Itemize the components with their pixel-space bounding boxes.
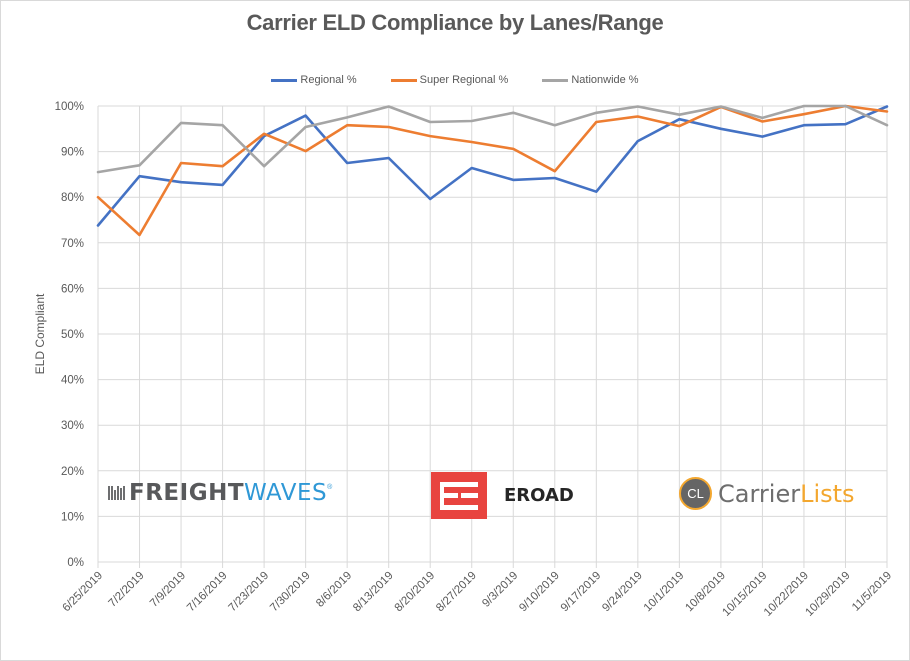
x-tick-label: 10/8/2019 xyxy=(683,570,728,615)
x-tick-label: 9/17/2019 xyxy=(559,570,604,615)
x-tick-label: 8/27/2019 xyxy=(434,570,479,615)
y-tick-label: 100% xyxy=(55,101,84,113)
legend-swatch-nationwide xyxy=(542,78,569,82)
legend-swatch-regional xyxy=(271,78,298,82)
x-tick-label: 9/24/2019 xyxy=(600,570,645,615)
freightwaves-text-waves: WAVES xyxy=(244,480,328,506)
carrierlists-text-carrier: Carrier xyxy=(718,479,801,508)
x-tick-label: 7/30/2019 xyxy=(268,570,313,615)
x-tick-label: 7/23/2019 xyxy=(227,570,272,615)
y-tick-label: 60% xyxy=(61,283,84,295)
freightwaves-bars-icon xyxy=(108,486,125,500)
y-axis-title: ELD Compliant xyxy=(33,293,47,374)
legend-label-super-regional: Super Regional % xyxy=(419,74,509,86)
legend-label-nationwide: Nationwide % xyxy=(571,74,639,86)
x-tick-label: 9/10/2019 xyxy=(517,570,562,615)
legend: Regional % Super Regional % Nationwide % xyxy=(0,74,910,86)
freightwaves-logo: FREIGHT WAVES ® xyxy=(108,480,332,506)
x-tick-label: 11/5/2019 xyxy=(850,570,894,614)
freightwaves-text-freight: FREIGHT xyxy=(129,480,245,506)
x-tick-label: 7/2/2019 xyxy=(107,570,147,610)
y-tick-label: 30% xyxy=(61,420,84,432)
series-line-regional xyxy=(96,105,889,227)
series-lines xyxy=(96,104,889,237)
legend-label-regional: Regional % xyxy=(300,74,357,86)
x-tick-label: 7/9/2019 xyxy=(148,570,188,610)
x-tick-label: 9/3/2019 xyxy=(480,570,520,610)
x-tick-label: 6/25/2019 xyxy=(60,570,105,615)
x-tick-label: 8/13/2019 xyxy=(351,570,396,615)
eroad-text: EROAD xyxy=(504,485,574,506)
y-tick-label: 90% xyxy=(61,147,84,159)
x-tick-label: 10/29/2019 xyxy=(803,570,852,619)
legend-item-nationwide[interactable]: Nationwide % xyxy=(542,74,639,86)
y-tick-label: 20% xyxy=(61,466,84,478)
legend-swatch-super-regional xyxy=(390,78,417,82)
x-axis-ticks: 6/25/2019 7/2/2019 7/9/20197/16/20197/23/2… xyxy=(60,570,894,619)
x-tick-label: 10/1/2019 xyxy=(642,570,687,615)
legend-item-super-regional[interactable]: Super Regional % xyxy=(390,74,509,86)
y-tick-label: 80% xyxy=(61,192,84,204)
series-line-super-regional xyxy=(96,104,889,237)
x-tick-label: 7/16/2019 xyxy=(185,570,230,615)
carrierlists-logo: CL Carrier Lists xyxy=(679,477,855,510)
chart-title: Carrier ELD Compliance by Lanes/Range xyxy=(246,10,664,35)
y-tick-label: 40% xyxy=(61,375,84,387)
carrierlists-text-lists: Lists xyxy=(800,479,855,508)
y-tick-label: 0% xyxy=(67,557,84,569)
x-tick-label: 8/6/2019 xyxy=(314,570,354,610)
legend-item-regional[interactable]: Regional % xyxy=(271,74,357,86)
y-tick-label: 70% xyxy=(61,238,84,250)
x-tick-label: 8/20/2019 xyxy=(393,570,438,615)
y-tick-label: 50% xyxy=(61,329,84,341)
eroad-mark-icon xyxy=(431,472,487,519)
registered-mark: ® xyxy=(327,484,333,491)
y-tick-label: 10% xyxy=(61,511,84,523)
y-axis-ticks: 0% 10% 20% 30% 40% 50% 60% 70% 80% 90% 100% xyxy=(55,101,84,569)
carrierlists-badge-icon: CL xyxy=(679,477,712,510)
series-line-nationwide xyxy=(96,104,889,174)
eroad-logo: EROAD xyxy=(431,472,574,519)
